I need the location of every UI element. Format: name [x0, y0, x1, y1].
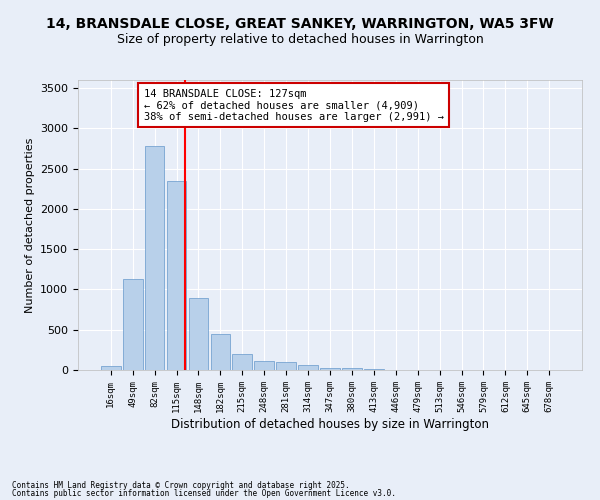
Bar [364, 369, 384, 370]
Text: 14 BRANSDALE CLOSE: 127sqm
← 62% of detached houses are smaller (4,909)
38% of s: 14 BRANSDALE CLOSE: 127sqm ← 62% of deta… [143, 88, 443, 122]
Bar [342, 368, 362, 370]
Bar [320, 368, 340, 370]
Bar [145, 146, 164, 370]
Bar [232, 354, 252, 370]
Bar [254, 361, 274, 370]
Bar [276, 362, 296, 370]
X-axis label: Distribution of detached houses by size in Warrington: Distribution of detached houses by size … [171, 418, 489, 430]
Text: Size of property relative to detached houses in Warrington: Size of property relative to detached ho… [116, 32, 484, 46]
Y-axis label: Number of detached properties: Number of detached properties [25, 138, 35, 312]
Bar [123, 279, 143, 370]
Text: Contains HM Land Registry data © Crown copyright and database right 2025.: Contains HM Land Registry data © Crown c… [12, 480, 350, 490]
Text: Contains public sector information licensed under the Open Government Licence v3: Contains public sector information licen… [12, 489, 396, 498]
Bar [101, 366, 121, 370]
Bar [167, 180, 187, 370]
Text: 14, BRANSDALE CLOSE, GREAT SANKEY, WARRINGTON, WA5 3FW: 14, BRANSDALE CLOSE, GREAT SANKEY, WARRI… [46, 18, 554, 32]
Bar [188, 298, 208, 370]
Bar [211, 334, 230, 370]
Bar [298, 365, 318, 370]
